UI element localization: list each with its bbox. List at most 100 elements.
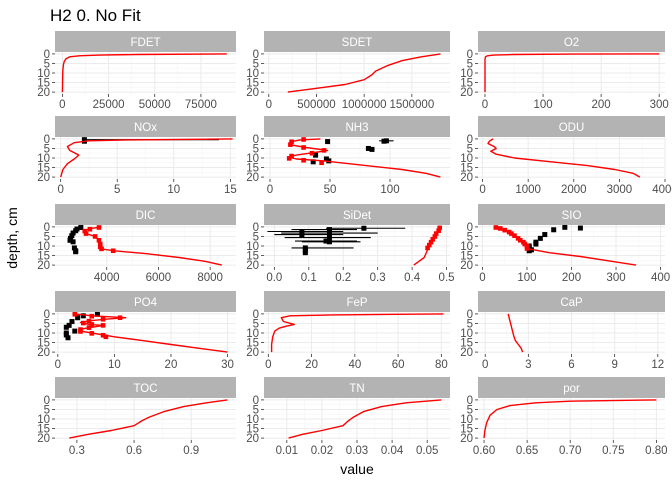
- x-tick-label: 0.02: [311, 445, 333, 457]
- model-profile-line: [61, 53, 227, 93]
- observed-point: [551, 227, 557, 233]
- model-profile-line: [484, 53, 660, 93]
- x-tick-label: 200: [562, 272, 581, 284]
- x-tick-label: 0.05: [416, 445, 438, 457]
- x-tick-label: 40: [348, 359, 361, 371]
- observed-point: [299, 228, 305, 234]
- observed-point: [369, 146, 375, 152]
- model-point: [319, 160, 324, 166]
- x-tick-label: 400: [651, 272, 670, 284]
- model-point: [428, 239, 434, 245]
- x-tick-label: 12: [651, 359, 664, 371]
- y-tick-label: 15: [37, 163, 50, 175]
- observed-point: [326, 227, 332, 233]
- model-point: [288, 142, 293, 147]
- x-tick-label: 75000: [185, 99, 217, 111]
- x-tick-label: 0.3: [370, 272, 386, 284]
- x-tick-label: 30: [221, 359, 234, 371]
- y-tick-label: 15: [460, 338, 473, 350]
- x-tick-label: 5: [114, 184, 120, 196]
- x-tick-label: 300: [650, 99, 669, 111]
- y-tick-label: 5: [467, 404, 473, 416]
- x-tick-label: 0: [55, 359, 61, 371]
- model-point: [100, 332, 106, 338]
- y-tick-label: 20: [460, 260, 473, 272]
- facet-strip: [264, 31, 450, 52]
- observed-point: [299, 232, 305, 238]
- y-tick-label: 20: [460, 433, 473, 445]
- facet-panel-odu: ODU0510152001000200030004000: [460, 116, 672, 196]
- y-tick-label: 5: [253, 318, 259, 330]
- x-tick-label: 60: [392, 359, 405, 371]
- y-tick-label: 20: [246, 347, 259, 359]
- panel-data: [493, 225, 637, 266]
- y-tick-label: 5: [253, 58, 259, 70]
- y-tick-label: 0: [44, 134, 50, 146]
- x-tick-label: 0: [482, 99, 488, 111]
- facet-strip: [55, 204, 236, 225]
- facet-strip-label: SDET: [342, 37, 373, 49]
- y-tick-label: 10: [460, 153, 473, 165]
- y-tick-label: 10: [37, 414, 50, 426]
- observed-point: [73, 249, 79, 255]
- observed-point: [537, 235, 543, 241]
- x-tick-label: 20: [165, 359, 178, 371]
- model-point: [493, 225, 499, 230]
- model-point: [117, 315, 123, 321]
- model-point: [92, 234, 98, 239]
- facet-strip: [55, 31, 236, 52]
- facet-strip: [55, 291, 236, 312]
- x-tick-label: 0.04: [381, 445, 404, 457]
- y-tick-label: 20: [37, 433, 50, 445]
- observed-point: [325, 139, 331, 145]
- facet-strip: [478, 204, 665, 225]
- facet-strip-label: O2: [564, 37, 579, 49]
- observed-point: [73, 228, 79, 234]
- panel-data: [487, 138, 641, 178]
- y-tick-label: 20: [37, 260, 50, 272]
- facet-strip: [264, 377, 450, 398]
- observed-point: [70, 239, 76, 245]
- x-tick-label: 50: [324, 184, 337, 196]
- observed-point: [70, 230, 76, 236]
- model-point: [97, 241, 103, 247]
- model-profile-line: [483, 399, 657, 439]
- observed-point: [80, 313, 86, 319]
- observed-point: [69, 319, 75, 325]
- model-point: [89, 313, 95, 319]
- facet-strip-label: TN: [349, 383, 364, 395]
- model-point: [89, 331, 95, 336]
- observed-point: [75, 315, 81, 321]
- y-tick-label: 0: [253, 134, 259, 146]
- panel-data: [63, 312, 228, 353]
- panel-data: [60, 137, 233, 178]
- x-tick-label: 0.6: [126, 445, 142, 457]
- observed-point: [577, 225, 583, 231]
- y-tick-label: 20: [460, 347, 473, 359]
- y-tick-label: 15: [246, 251, 259, 263]
- y-tick-label: 5: [44, 58, 50, 70]
- x-tick-label: 0: [265, 359, 271, 371]
- facet-strip-label: PO4: [134, 297, 158, 309]
- x-tick-label: 200: [592, 99, 611, 111]
- model-point: [524, 246, 530, 251]
- y-tick-label: 0: [467, 309, 473, 321]
- facet-strip-label: DIC: [136, 210, 156, 222]
- facet-strip-label: por: [563, 383, 580, 395]
- y-tick-label: 15: [246, 338, 259, 350]
- model-point: [289, 153, 294, 159]
- y-tick-label: 5: [44, 318, 50, 330]
- facet-strip-label: SIO: [562, 210, 582, 222]
- y-tick-label: 20: [37, 347, 50, 359]
- y-axis-title: depth, cm: [4, 207, 20, 268]
- y-tick-label: 5: [467, 143, 473, 155]
- y-tick-label: 10: [460, 414, 473, 426]
- observed-point: [365, 145, 371, 151]
- panel-data: [61, 53, 227, 93]
- y-tick-label: 0: [253, 395, 259, 407]
- y-tick-label: 5: [253, 404, 259, 416]
- x-tick-label: 25000: [93, 99, 125, 111]
